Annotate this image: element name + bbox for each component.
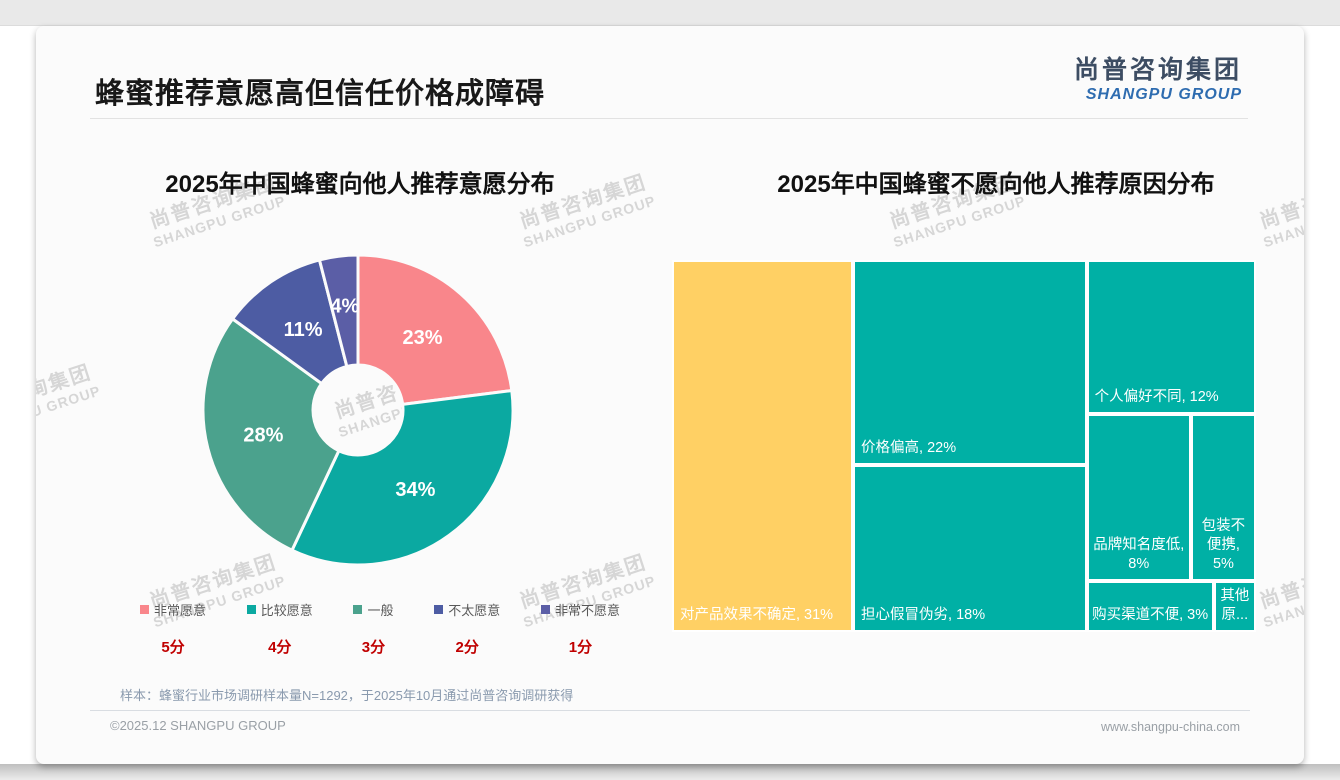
legend-swatch-icon [434,605,444,614]
treemap-node-label: 品牌知名度低, 8% [1093,537,1185,572]
donut-chart: 23% 34% 28% 11% 4% [201,253,515,567]
legend-item-非常不愿意: 非常不愿意 [540,600,620,619]
treemap-node-购买渠道不便: 购买渠道不便, 3% [1086,580,1214,632]
legend-swatch-icon [540,605,550,614]
legend-column: 非常愿意 5分 [140,600,206,657]
legend-score: 5分 [161,639,185,656]
treemap-node-label: 其他原... [1220,588,1250,624]
treemap-node-label: 包装不便携, 5% [1201,518,1246,572]
pie-slice-value-label: 11% [284,319,323,341]
pie-slice-一般 [201,317,341,552]
treemap-node-对产品效果不确定: 对产品效果不确定, 31% [672,260,854,632]
page-top-band [0,0,1340,26]
legend-item-比较愿意: 比较愿意 [246,600,313,619]
legend-column: 非常不愿意 1分 [540,600,620,657]
footer-copyright: ©2025.12 SHANGPU GROUP [110,718,286,733]
donut-legend: 非常愿意 5分 比较愿意 4分 一般 3分 不太愿意 2分 非常不愿意 1分 [140,600,620,657]
footer-website: www.shangpu-china.com [1101,720,1240,734]
treemap-node-价格偏高: 价格偏高, 22% [853,260,1087,465]
company-logo: 尚普咨询集团 SHANGPU GROUP [1074,50,1242,104]
legend-swatch-icon [353,605,363,614]
treemap-node-label: 购买渠道不便, 3% [1092,607,1209,624]
legend-item-不太愿意: 不太愿意 [434,600,500,619]
page-title: 蜂蜜推荐意愿高但信任价格成障碍 [95,78,546,110]
legend-score: 4分 [268,639,292,656]
treemap-node-label: 价格偏高, 22% [861,439,957,456]
legend-score: 3分 [361,639,386,656]
pie-slice-非常愿意 [356,253,514,406]
legend-label: 不太愿意 [448,603,501,618]
legend-item-非常愿意: 非常愿意 [140,600,206,619]
pie-slice-value-label: 4% [330,295,359,317]
page-bottom-band [0,764,1340,780]
legend-label: 比较愿意 [260,603,313,618]
legend-label: 非常不愿意 [554,603,620,618]
legend-swatch-icon [246,605,256,614]
treemap-node-label: 个人偏好不同, 12% [1094,389,1219,406]
pie-slice-比较愿意 [290,389,515,567]
watermark-cn: 尚普咨询集团 [36,361,95,424]
legend-label: 一般 [367,603,394,618]
treemap-chart-title: 2025年中国蜂蜜不愿向他人推荐原因分布 [777,171,1215,198]
legend-score: 2分 [455,639,479,656]
legend-label: 非常愿意 [154,603,207,618]
treemap-node-包装不便携: 包装不便携, 5% [1190,413,1256,581]
pie-slice-value-label: 28% [243,424,283,446]
legend-column: 比较愿意 4分 [246,600,313,657]
watermark-en: SHANGPU GROUP [36,382,103,441]
treemap-node-担心假冒伪劣: 担心假冒伪劣, 18% [853,464,1087,632]
title-divider [90,118,1248,119]
legend-score: 1分 [568,639,593,656]
legend-column: 不太愿意 2分 [434,600,500,657]
pie-slice-非常不愿意 [317,253,360,368]
treemap-node-品牌知名度低: 品牌知名度低, 8% [1086,413,1191,581]
sample-note: 样本：蜂蜜行业市场调研样本量N=1292，于2025年10月通过尚普咨询调研获得 [120,688,574,703]
pie-slice-value-label: 23% [403,327,443,349]
pie-slice-value-label: 34% [395,479,435,501]
logo-chinese-name: 尚普咨询集团 [1073,56,1242,84]
legend-item-一般: 一般 [353,600,393,619]
pie-slice-不太愿意 [231,258,349,386]
treemap-chart: 对产品效果不确定, 31% 价格偏高, 22% 担心假冒伪劣, 18% 个人偏好不同,… [672,260,1256,632]
slide-card: 尚普咨询集团 SHANGPU GROUP 尚普咨询集团 SHANGPU GROUP 尚普… [36,26,1304,764]
legend-column: 一般 3分 [353,600,393,657]
logo-english-name: SHANGPU GROUP [1085,86,1242,103]
treemap-node-label: 担心假冒伪劣, 18% [861,607,986,624]
treemap-node-其他原因: 其他原... [1213,580,1256,632]
legend-swatch-icon [140,605,149,614]
donut-chart-title: 2025年中国蜂蜜向他人推荐意愿分布 [165,171,555,198]
treemap-node-label: 对产品效果不确定, 31% [680,607,834,624]
treemap-node-个人偏好不同: 个人偏好不同, 12% [1086,260,1256,414]
footer-divider [90,710,1250,711]
